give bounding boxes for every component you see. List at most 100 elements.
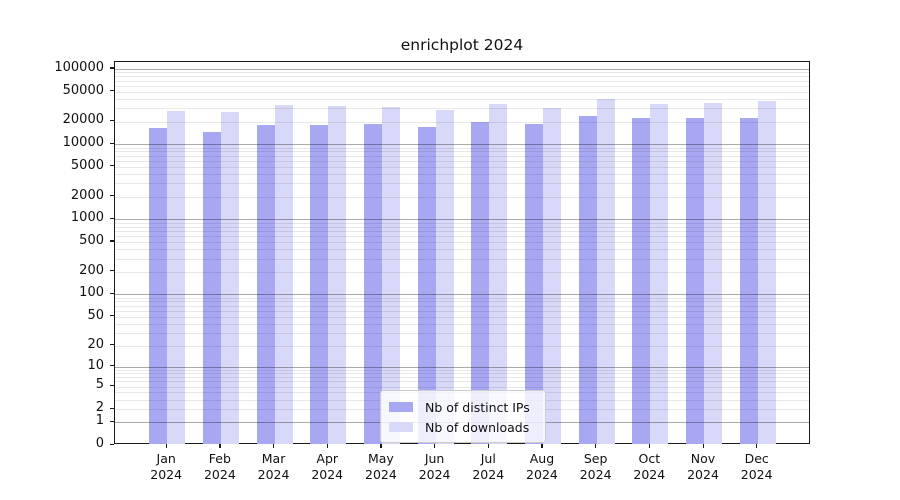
x-tick-label-feb: Feb 2024 <box>203 451 236 482</box>
minor-gridline-5 <box>115 386 809 388</box>
y-tick-label-10000: 10000 <box>62 135 104 151</box>
x-tick-label-nov: Nov 2024 <box>687 451 719 482</box>
minor-gridline-200 <box>115 271 809 273</box>
bar-distinct-ips-nov <box>686 118 704 444</box>
minor-gridline-700 <box>115 230 809 232</box>
major-gridline-10 <box>115 366 809 368</box>
legend-item-downloads: Nb of downloads <box>389 417 539 437</box>
y-tick-label-5: 5 <box>95 377 104 393</box>
minor-gridline-400 <box>115 249 809 251</box>
minor-gridline-90000 <box>115 72 809 74</box>
y-tick-label-50000: 50000 <box>62 82 104 98</box>
x-tick-aug <box>541 444 543 448</box>
bar-distinct-ips-may <box>363 123 382 444</box>
minor-gridline-500 <box>115 241 809 243</box>
bar-downloads-aug <box>542 107 561 444</box>
bar-distinct-ips-jan <box>149 127 168 444</box>
y-tick-label-0: 0 <box>95 436 104 451</box>
y-tick-label-50: 50 <box>87 307 104 323</box>
y-tick-1000 <box>110 217 114 219</box>
bar-downloads-mar <box>274 105 293 444</box>
minor-gridline-20 <box>115 345 809 347</box>
bar-downloads-feb <box>220 111 239 444</box>
minor-gridline-70000 <box>115 80 809 82</box>
minor-gridline-800 <box>115 226 809 228</box>
major-gridline-100 <box>115 294 809 296</box>
y-tick-label-500: 500 <box>79 232 104 248</box>
y-tick-label-20: 20 <box>87 336 104 352</box>
legend-swatch-downloads <box>389 422 413 432</box>
plot-area: Nb of distinct IPs Nb of downloads <box>114 61 810 444</box>
y-tick-10000 <box>110 142 114 144</box>
y-tick-label-20000: 20000 <box>62 112 104 128</box>
y-tick-50000 <box>110 90 114 92</box>
minor-gridline-50000 <box>115 91 809 93</box>
x-tick-jan <box>165 444 167 448</box>
y-tick-label-10: 10 <box>87 357 104 373</box>
minor-gridline-80 <box>115 301 809 303</box>
minor-gridline-3000 <box>115 183 809 185</box>
y-tick-20 <box>110 344 114 346</box>
bar-distinct-ips-dec <box>739 117 758 444</box>
x-tick-sep <box>595 444 597 448</box>
bar-downloads-jun <box>435 110 454 444</box>
y-tick-label-1000: 1000 <box>70 210 104 226</box>
major-gridline-10000 <box>115 144 809 146</box>
x-tick-feb <box>219 444 221 448</box>
y-tick-100 <box>110 292 114 294</box>
minor-gridline-2000 <box>115 196 809 198</box>
y-tick-5000 <box>110 165 114 167</box>
minor-gridline-7000 <box>115 155 809 157</box>
bar-downloads-jan <box>167 110 186 444</box>
x-tick-label-dec: Dec 2024 <box>740 451 773 482</box>
minor-gridline-9 <box>115 369 809 371</box>
y-tick-500 <box>110 240 114 242</box>
x-tick-label-jan: Jan 2024 <box>150 451 183 482</box>
major-gridline-100000 <box>115 68 809 70</box>
minor-gridline-50 <box>115 316 809 318</box>
x-tick-label-jun: Jun 2024 <box>418 451 451 482</box>
bar-downloads-jul <box>489 104 508 444</box>
minor-gridline-30000 <box>115 108 809 110</box>
y-tick-label-2000: 2000 <box>70 187 104 203</box>
x-tick-mar <box>273 444 275 448</box>
y-tick-20000 <box>110 119 114 122</box>
bar-distinct-ips-feb <box>202 132 221 444</box>
minor-gridline-8 <box>115 373 809 375</box>
y-tick-0 <box>110 443 114 445</box>
legend-swatch-distinct-ips <box>389 402 413 412</box>
minor-gridline-300 <box>115 258 809 260</box>
chart-title: enrichplot 2024 <box>400 36 524 54</box>
minor-gridline-60000 <box>115 85 809 87</box>
y-tick-200 <box>110 270 114 272</box>
bar-downloads-may <box>381 107 400 444</box>
minor-gridline-90 <box>115 297 809 299</box>
minor-gridline-70 <box>115 305 809 307</box>
legend: Nb of distinct IPs Nb of downloads <box>380 390 546 443</box>
x-tick-label-sep: Sep 2024 <box>579 451 612 482</box>
bar-downloads-sep <box>596 98 615 444</box>
x-tick-nov <box>702 444 704 448</box>
legend-label-distinct-ips: Nb of distinct IPs <box>425 399 530 415</box>
minor-gridline-40000 <box>115 98 809 100</box>
bar-downloads-dec <box>757 100 776 444</box>
minor-gridline-20000 <box>115 121 809 123</box>
minor-gridline-7 <box>115 377 809 379</box>
minor-gridline-5000 <box>115 166 809 168</box>
bar-downloads-nov <box>704 102 722 444</box>
x-tick-apr <box>326 444 328 448</box>
minor-gridline-600 <box>115 236 809 237</box>
y-tick-10 <box>110 365 114 367</box>
minor-gridline-6000 <box>115 160 809 162</box>
y-tick-100000 <box>110 67 114 69</box>
bar-downloads-oct <box>650 103 669 444</box>
y-tick-label-1: 1 <box>95 413 104 429</box>
minor-gridline-6 <box>115 381 809 383</box>
bar-distinct-ips-jun <box>417 126 436 444</box>
bar-distinct-ips-oct <box>632 118 651 444</box>
minor-gridline-8000 <box>115 151 809 153</box>
x-tick-label-apr: Apr 2024 <box>311 451 344 482</box>
y-tick-label-100000: 100000 <box>54 59 104 75</box>
minor-gridline-40 <box>115 323 809 325</box>
bar-distinct-ips-mar <box>256 124 275 444</box>
